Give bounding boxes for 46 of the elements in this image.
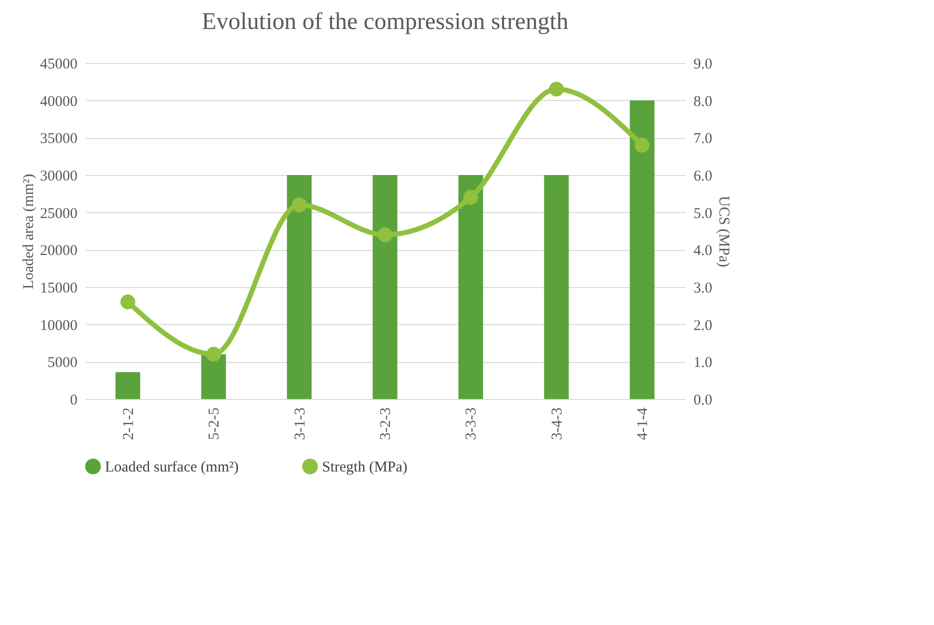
- y2-tick-label: 9.0: [694, 56, 712, 72]
- y2-tick-label: 1.0: [694, 355, 712, 372]
- legend-label: Loaded surface (mm²): [105, 459, 239, 476]
- y-tick-label: 30000: [40, 168, 78, 184]
- y2-tick-label: 5.0: [694, 206, 712, 222]
- point: [206, 346, 221, 362]
- y-tick-label: 5000: [48, 355, 78, 372]
- y2-tick-label: 6.0: [694, 168, 712, 184]
- x-tick-label: 3-2-3: [378, 408, 394, 440]
- y2-tick-label: 8.0: [694, 94, 712, 110]
- y2-tick-label: 0.0: [694, 392, 712, 408]
- x-tick-label: 2-1-2: [120, 408, 137, 440]
- bar: [372, 175, 398, 399]
- y-tick-label: 20000: [40, 243, 78, 260]
- y-axis-title: Loaded area (mm²): [21, 174, 37, 290]
- x-tick-label: 4-1-4: [635, 407, 652, 440]
- y-tick-label: 25000: [40, 206, 78, 222]
- y2-axis-title: UCS (MPa): [715, 196, 732, 268]
- chart-title: Evolution of the compression strength: [202, 9, 568, 35]
- legend-label: Stregth (MPa): [322, 459, 408, 476]
- x-tick-label: 3-1-3: [292, 408, 308, 440]
- bar: [201, 354, 226, 399]
- y2-tick-label: 3.0: [694, 280, 712, 296]
- point: [463, 190, 478, 205]
- bar: [630, 100, 654, 399]
- x-tick-label: 3-3-3: [464, 408, 480, 440]
- x-tick-label: 5-2-5: [206, 408, 223, 440]
- bar: [544, 175, 569, 399]
- point: [378, 227, 392, 242]
- point: [120, 294, 136, 310]
- point: [292, 197, 307, 212]
- bar: [116, 372, 140, 399]
- y-tick-label: 40000: [40, 94, 78, 110]
- y-tick-label: 35000: [40, 131, 78, 148]
- y-tick-label: 45000: [40, 56, 78, 72]
- x-tick-label: 3-4-3: [549, 408, 566, 440]
- bar: [458, 175, 484, 399]
- bar: [286, 175, 312, 399]
- y2-tick-label: 2.0: [694, 318, 712, 334]
- point: [634, 138, 650, 153]
- y-tick-label: 15000: [40, 280, 78, 296]
- y2-tick-label: 4.0: [694, 243, 712, 260]
- y2-tick-label: 7.0: [694, 131, 712, 148]
- y-tick-label: 0: [70, 392, 78, 408]
- y-tick-label: 10000: [40, 318, 78, 334]
- point: [549, 82, 564, 97]
